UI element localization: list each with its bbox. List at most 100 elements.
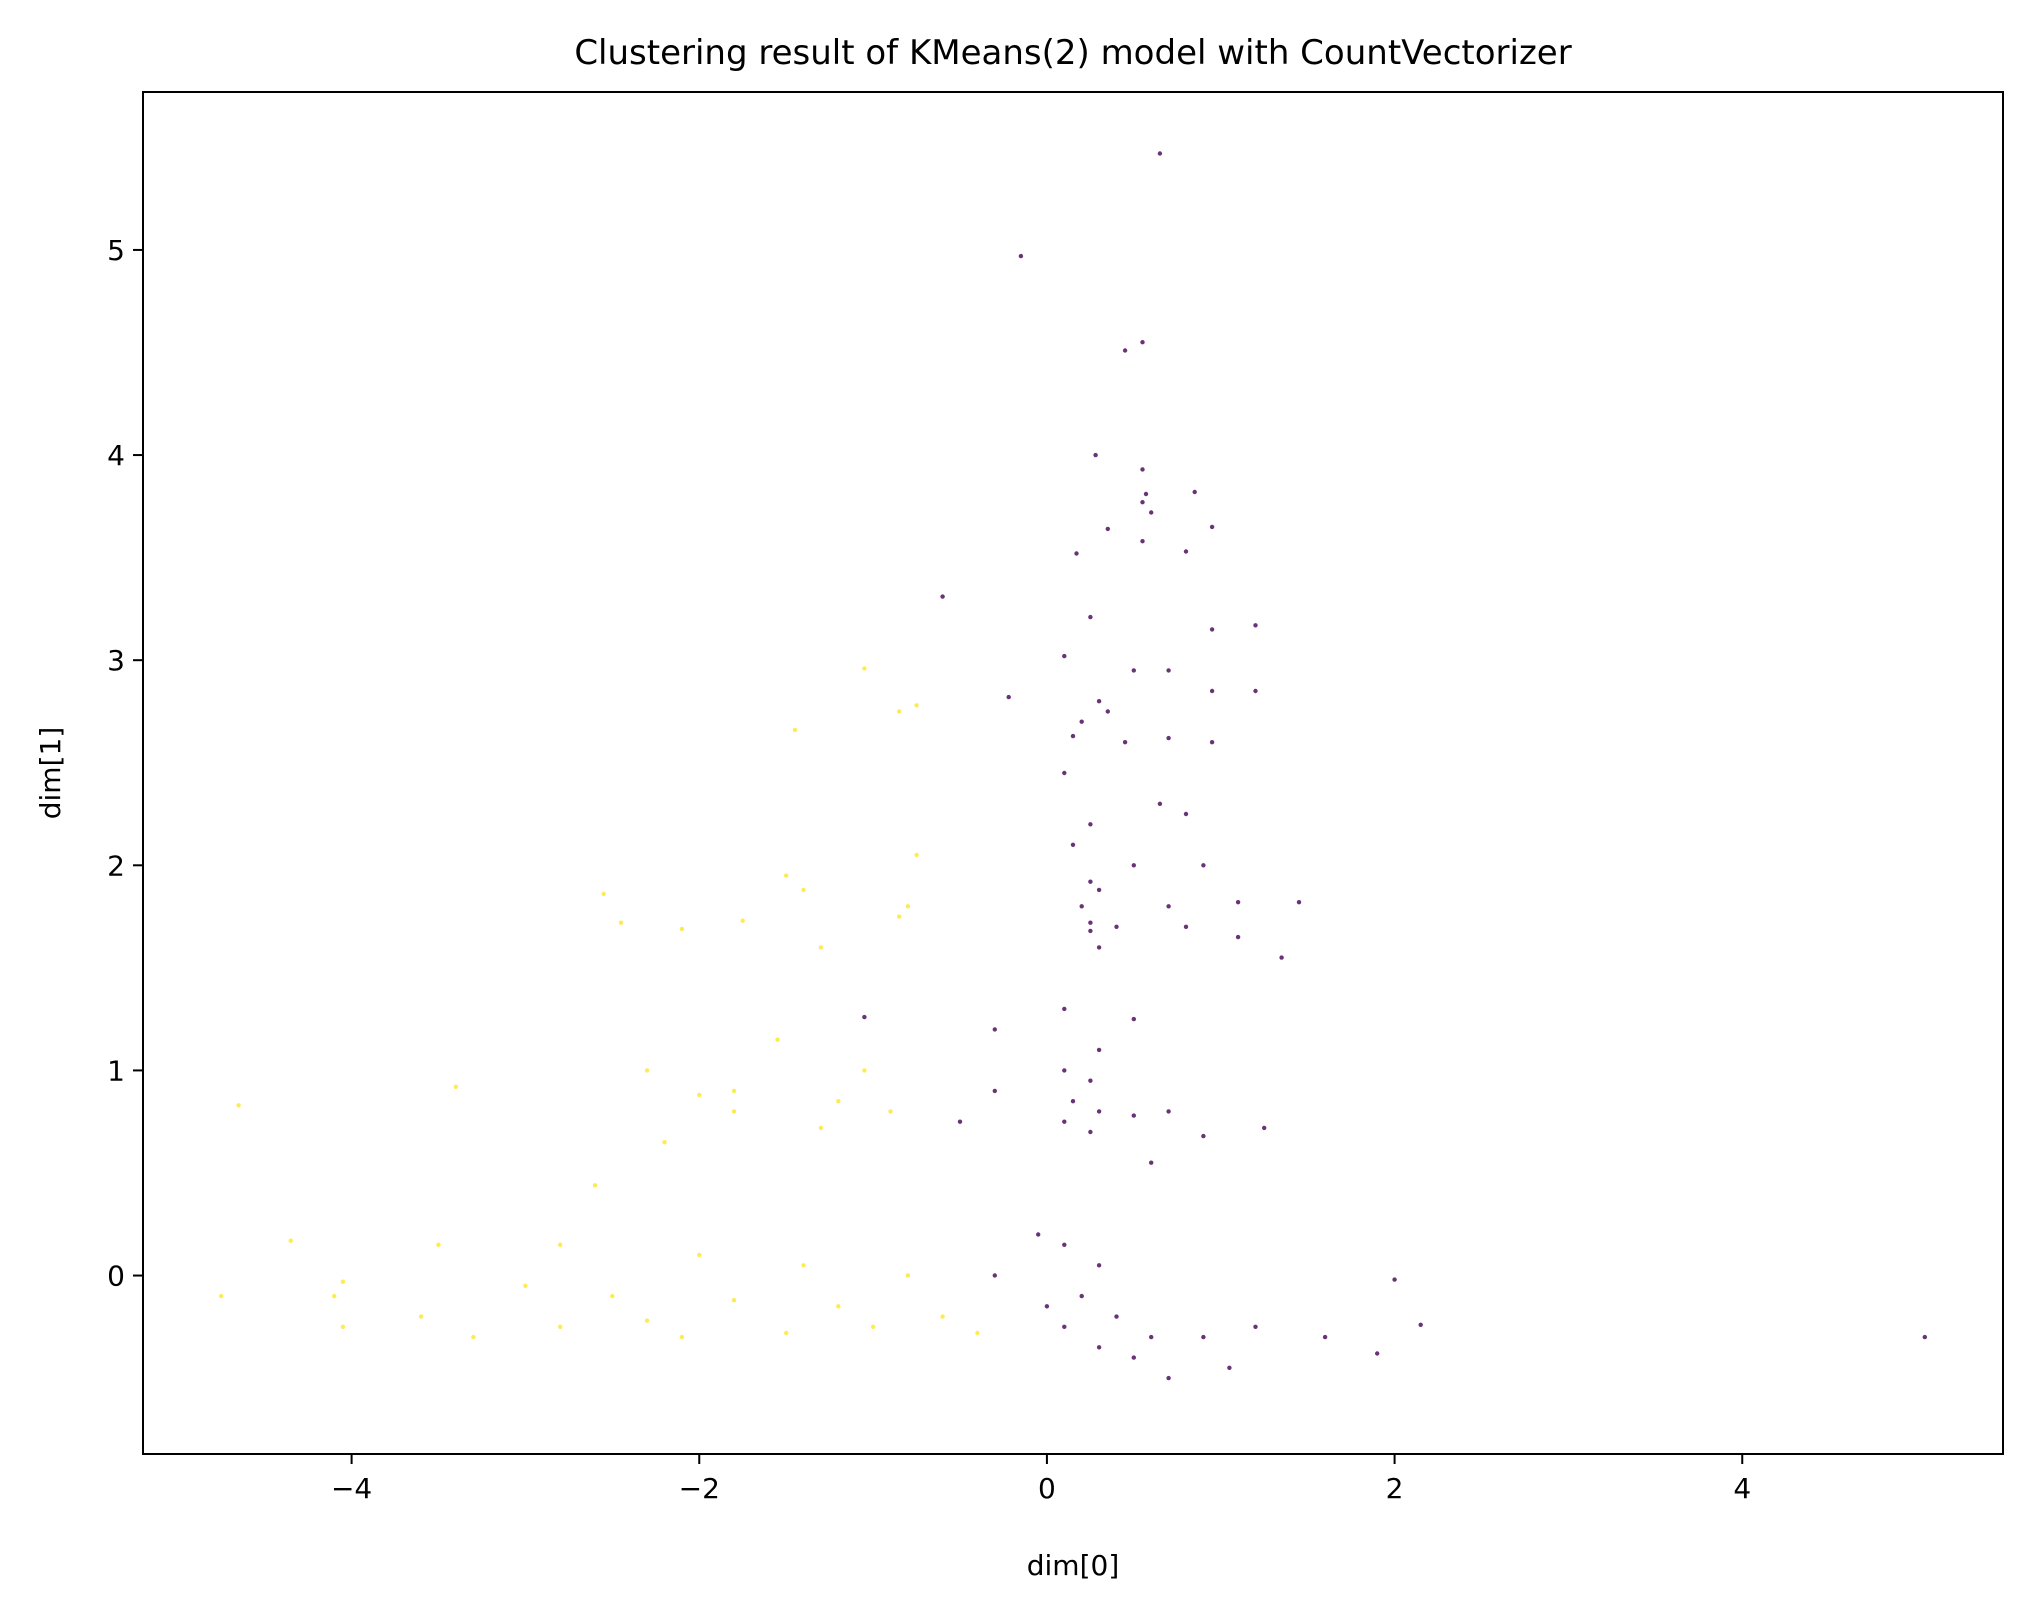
scatter-point-cluster-0 <box>992 1273 997 1278</box>
scatter-point-cluster-0 <box>1018 253 1024 259</box>
scatter-point-cluster-0 <box>1192 489 1197 495</box>
scatter-point-cluster-0 <box>1088 822 1093 827</box>
scatter-point-cluster-1 <box>862 666 867 671</box>
scatter-point-cluster-1 <box>592 1183 598 1188</box>
scatter-point-cluster-1 <box>679 1334 685 1340</box>
scatter-point-cluster-0 <box>1157 801 1163 806</box>
scatter-point-cluster-1 <box>801 1263 806 1268</box>
scatter-point-cluster-0 <box>1183 924 1189 929</box>
scatter-point-cluster-0 <box>1253 623 1258 628</box>
chart-title: Clustering result of KMeans(2) model wit… <box>574 33 1571 73</box>
scatter-point-cluster-0 <box>1140 340 1145 345</box>
scatter-point-cluster-0 <box>1062 653 1067 659</box>
scatter-point-cluster-1 <box>801 887 806 893</box>
scatter-point-cluster-0 <box>1088 614 1093 620</box>
scatter-point-cluster-0 <box>1149 510 1154 515</box>
scatter-point-cluster-1 <box>288 1238 293 1243</box>
scatter-point-cluster-0 <box>1062 1324 1067 1330</box>
scatter-point-cluster-1 <box>523 1283 528 1289</box>
scatter-point-cluster-0 <box>1209 524 1215 530</box>
scatter-point-cluster-0 <box>1105 709 1111 714</box>
scatter-point-cluster-0 <box>1922 1334 1928 1340</box>
scatter-point-cluster-0 <box>1235 900 1241 905</box>
scatter-point-cluster-1 <box>784 873 789 878</box>
scatter-point-cluster-0 <box>1166 1375 1171 1381</box>
scatter-point-cluster-0 <box>1279 955 1284 960</box>
scatter-point-cluster-0 <box>1166 668 1171 673</box>
scatter-point-cluster-1 <box>236 1103 241 1108</box>
y-tick-label: 0 <box>107 1260 125 1293</box>
scatter-point-cluster-0 <box>1131 1016 1137 1022</box>
scatter-point-cluster-0 <box>1088 879 1093 884</box>
scatter-point-cluster-1 <box>558 1242 563 1248</box>
scatter-point-cluster-0 <box>1088 1078 1093 1083</box>
scatter-point-cluster-0 <box>1183 549 1189 554</box>
scatter-point-cluster-0 <box>1131 668 1137 673</box>
x-axis-label: dim[0] <box>1027 1549 1120 1582</box>
scatter-point-cluster-0 <box>1036 1232 1041 1237</box>
scatter-point-cluster-0 <box>1209 688 1215 694</box>
scatter-point-cluster-1 <box>618 920 624 925</box>
scatter-point-cluster-1 <box>662 1140 667 1145</box>
x-tick-label: 0 <box>1038 1472 1056 1505</box>
scatter-point-cluster-1 <box>905 1273 911 1278</box>
scatter-point-cluster-0 <box>1143 491 1149 497</box>
scatter-point-cluster-0 <box>1140 539 1145 544</box>
scatter-point-cluster-1 <box>818 945 824 950</box>
scatter-point-cluster-0 <box>1392 1277 1397 1282</box>
scatter-point-cluster-0 <box>1157 151 1163 156</box>
y-tick-label: 2 <box>107 849 125 882</box>
scatter-point-cluster-1 <box>332 1293 337 1299</box>
scatter-point-cluster-0 <box>1209 740 1215 745</box>
y-tick-label: 1 <box>107 1054 125 1087</box>
scatter-point-cluster-1 <box>558 1324 563 1330</box>
scatter-point-cluster-1 <box>862 1068 867 1073</box>
scatter-point-cluster-1 <box>897 914 902 919</box>
data-points <box>219 151 1928 1381</box>
scatter-point-cluster-1 <box>418 1314 424 1319</box>
scatter-point-cluster-0 <box>1149 1160 1154 1165</box>
scatter-point-cluster-0 <box>1209 627 1215 632</box>
axis-ticks: −4 −2 0 2 4 0 1 2 3 4 5 <box>107 234 1751 1505</box>
scatter-point-cluster-0 <box>1062 1068 1067 1073</box>
scatter-point-cluster-1 <box>340 1324 346 1330</box>
scatter-point-cluster-0 <box>940 594 945 599</box>
scatter-point-cluster-1 <box>471 1334 476 1340</box>
scatter-point-cluster-0 <box>1062 1119 1067 1124</box>
scatter-point-cluster-0 <box>1096 1047 1102 1053</box>
scatter-point-cluster-0 <box>1183 811 1189 817</box>
scatter-point-cluster-1 <box>644 1068 650 1073</box>
scatter-point-cluster-0 <box>1096 945 1102 950</box>
y-axis-label: dim[1] <box>34 727 67 820</box>
scatter-point-cluster-1 <box>740 918 745 923</box>
scatter-point-cluster-0 <box>1131 863 1137 868</box>
scatter-point-cluster-0 <box>1079 719 1084 724</box>
scatter-point-cluster-0 <box>1114 924 1119 929</box>
scatter-point-cluster-0 <box>1093 452 1098 458</box>
scatter-point-cluster-0 <box>1105 526 1111 532</box>
scatter-point-cluster-0 <box>1418 1322 1423 1328</box>
scatter-point-cluster-1 <box>914 703 919 708</box>
scatter-point-cluster-0 <box>1070 842 1076 847</box>
y-tick-label: 5 <box>107 234 125 267</box>
scatter-point-cluster-1 <box>219 1293 224 1299</box>
scatter-point-cluster-0 <box>1096 1263 1102 1268</box>
scatter-point-cluster-0 <box>1227 1365 1232 1371</box>
plot-area-frame <box>142 91 2004 1455</box>
scatter-point-cluster-0 <box>1088 1129 1093 1135</box>
scatter-point-cluster-1 <box>870 1324 876 1330</box>
scatter-point-cluster-1 <box>731 1298 737 1303</box>
scatter-point-cluster-0 <box>992 1088 997 1094</box>
scatter-point-cluster-0 <box>1070 733 1076 739</box>
scatter-point-cluster-0 <box>1149 1334 1154 1340</box>
scatter-point-cluster-1 <box>836 1099 841 1104</box>
scatter-point-cluster-1 <box>644 1318 650 1323</box>
scatter-point-cluster-0 <box>1070 1099 1076 1104</box>
scatter-point-cluster-0 <box>1114 1314 1119 1319</box>
scatter-point-cluster-0 <box>1140 467 1145 472</box>
scatter-point-cluster-1 <box>731 1109 737 1114</box>
scatter-point-cluster-1 <box>940 1314 945 1319</box>
scatter-point-cluster-1 <box>792 727 798 733</box>
x-tick-label: 4 <box>1733 1472 1751 1505</box>
